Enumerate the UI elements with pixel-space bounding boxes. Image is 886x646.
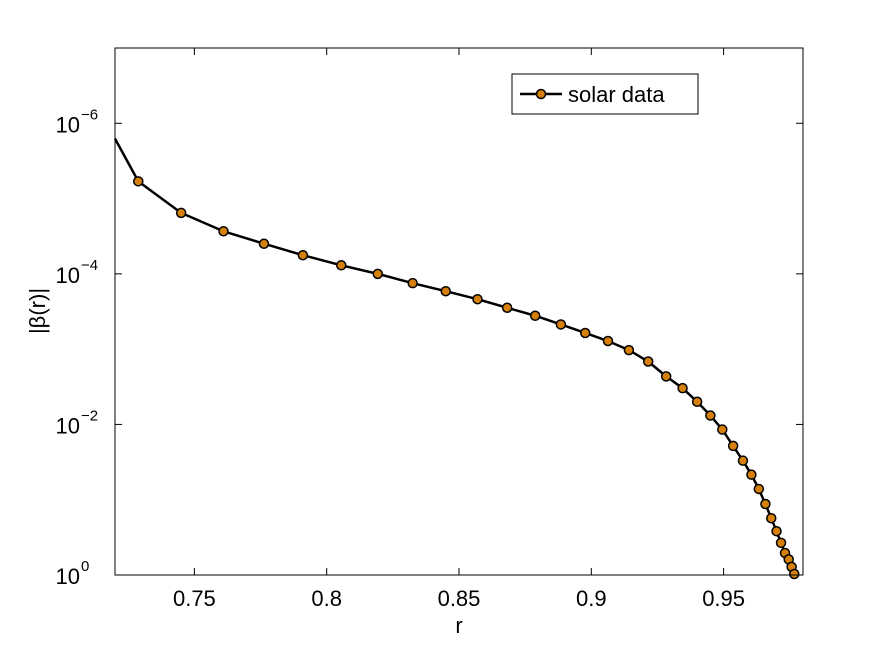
y-tick-base: 10 [56, 112, 80, 137]
data-point [297, 249, 309, 261]
data-point [133, 176, 144, 187]
data-point [705, 410, 716, 421]
x-tick-label: 0.9 [576, 586, 607, 611]
data-point [372, 268, 384, 280]
y-tick-base: 10 [56, 564, 80, 589]
data-point [677, 382, 688, 394]
x-tick-label: 0.75 [173, 586, 216, 611]
y-tick-label: 10 −4 [56, 257, 99, 288]
y-tick-exponent: −6 [81, 106, 98, 123]
x-axis: 0.75 0.8 0.85 0.9 0.95 [173, 48, 745, 611]
legend-label: solar data [568, 82, 665, 107]
series-layer [113, 138, 800, 580]
y-axis-label: |β(r)| [25, 288, 50, 334]
data-point [623, 344, 635, 356]
y-tick-exponent: −4 [81, 257, 98, 274]
data-point [760, 498, 771, 510]
data-point [501, 302, 513, 313]
data-point [175, 207, 187, 219]
y-tick-label: 10 0 [56, 558, 90, 589]
data-point [660, 371, 672, 382]
data-point [771, 525, 782, 537]
data-point [789, 568, 800, 580]
legend: solar data [511, 73, 699, 115]
data-point [407, 277, 418, 289]
data-point [766, 512, 777, 524]
data-point [727, 440, 739, 452]
data-point [717, 424, 728, 435]
data-point [737, 455, 749, 466]
data-point [440, 285, 452, 297]
data-point [691, 396, 703, 408]
data-point [579, 327, 591, 339]
data-point [642, 356, 654, 367]
x-tick-label: 0.8 [311, 586, 342, 611]
x-tick-label: 0.95 [702, 586, 745, 611]
data-point [555, 319, 567, 330]
data-point [529, 310, 541, 321]
y-tick-exponent: −2 [81, 407, 98, 424]
x-axis-label: r [455, 613, 462, 638]
y-tick-exponent: 0 [81, 558, 89, 575]
data-point [746, 469, 757, 480]
data-point [602, 335, 614, 347]
x-tick-label: 0.85 [438, 586, 481, 611]
y-tick-base: 10 [56, 413, 80, 438]
data-point [336, 260, 347, 271]
y-tick-base: 10 [56, 263, 80, 288]
y-tick-label: 10 −2 [56, 407, 99, 438]
data-point [753, 483, 765, 495]
data-point [775, 537, 787, 549]
data-point [472, 293, 483, 305]
y-tick-label: 10 −6 [56, 106, 99, 137]
plot-area [115, 48, 803, 575]
legend-marker [535, 88, 547, 100]
data-point [218, 226, 229, 237]
data-point [258, 238, 270, 249]
